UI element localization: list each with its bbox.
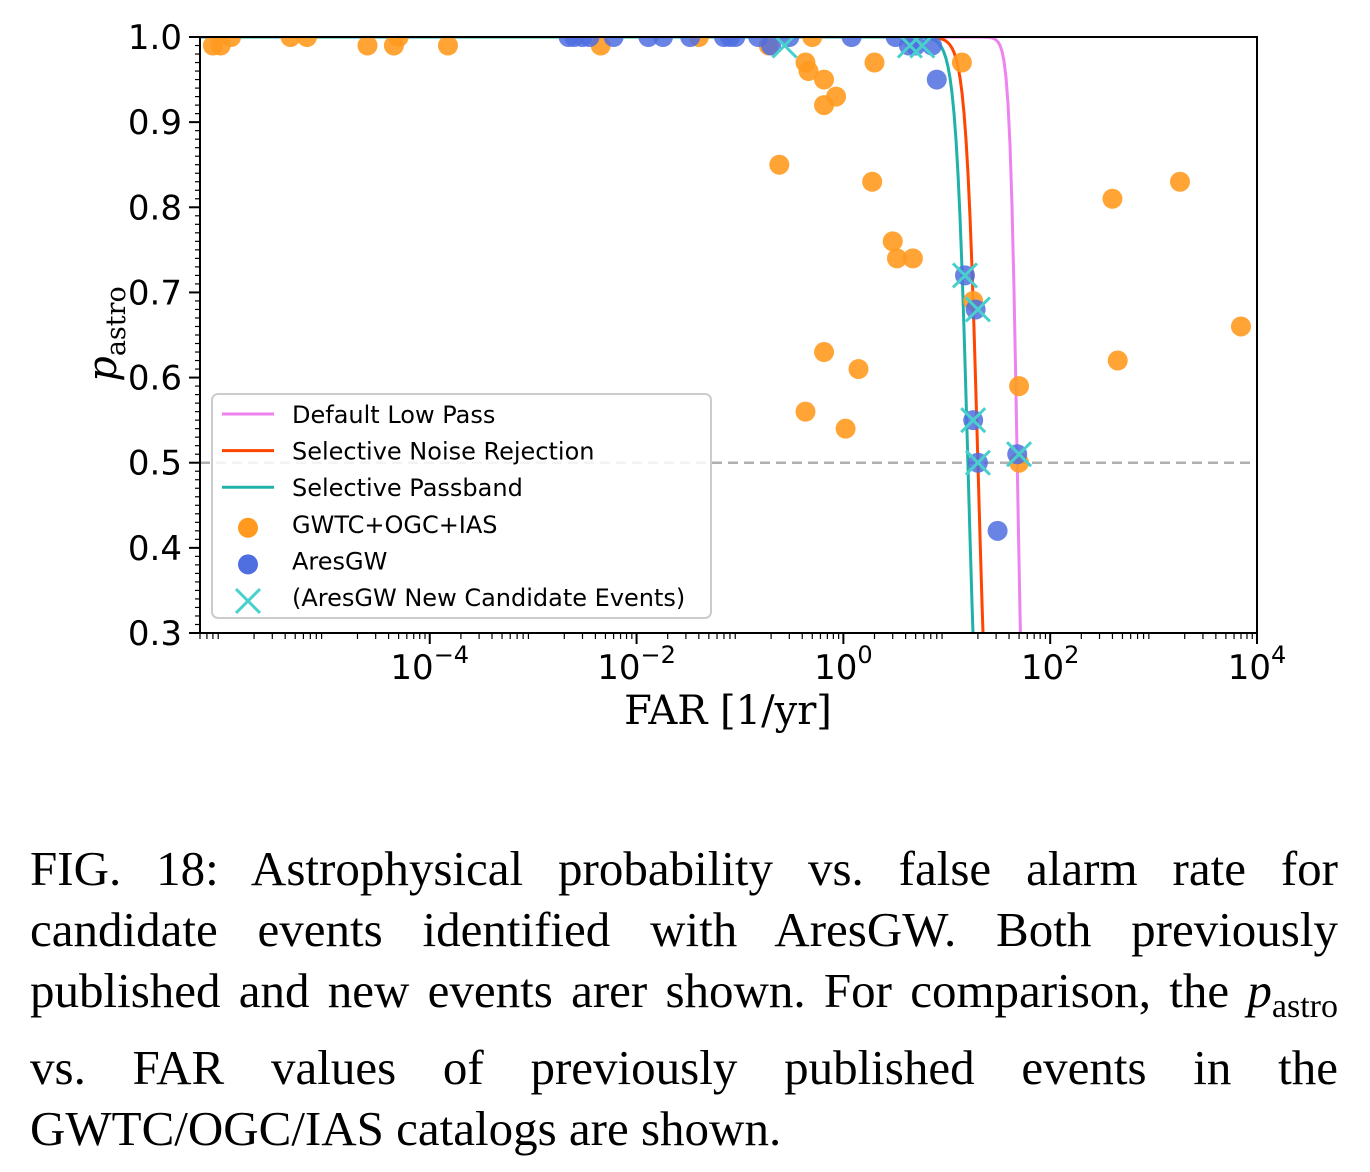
point-gwtc-25 [951, 52, 972, 73]
svg-text:pastro: pastro [80, 286, 132, 382]
point-aresgw-6 [652, 37, 673, 47]
point-gwtc-27 [795, 401, 816, 422]
point-aresgw-4 [603, 37, 624, 47]
point-gwtc-14 [802, 37, 823, 47]
point-aresgw-24 [987, 520, 1008, 541]
x-tick-exp-4: 4 [1271, 641, 1286, 669]
x-tick-exp-1: −2 [641, 641, 676, 669]
point-gwtc-17 [826, 86, 847, 107]
point-gwtc-8 [437, 37, 458, 56]
point-gwtc-4 [297, 37, 317, 47]
point-aresgw-18 [922, 37, 943, 56]
point-gwtc-33 [1102, 188, 1123, 209]
caption-text-1: FIG. 18: Astrophysical probability vs. f… [30, 841, 1338, 1018]
x-tick-base-3: 10 [1021, 648, 1064, 688]
legend: Default Low Pass Selective Noise Rejectio… [211, 393, 712, 619]
y-axis-label-main: p [80, 356, 126, 382]
points-layer [202, 37, 1251, 541]
legend-label-4: AresGW [292, 547, 387, 575]
point-gwtc-23 [902, 248, 923, 269]
legend-label-0: Default Low Pass [292, 401, 495, 429]
point-gwtc-5 [357, 37, 378, 56]
point-gwtc-34 [1107, 350, 1128, 371]
x-tick-label-4: 104 [1228, 641, 1287, 688]
point-gwtc-26 [814, 342, 835, 363]
x-tick-exp-3: 2 [1064, 641, 1079, 669]
point-gwtc-20 [862, 171, 883, 192]
y-tick-label-5: 0.8 [128, 188, 182, 228]
legend-frame [211, 393, 712, 619]
point-aresgw-14 [841, 37, 862, 47]
x-tick-base-0: 10 [390, 648, 433, 688]
y-tick-label-1: 0.4 [128, 529, 182, 569]
caption-math-main: p [1247, 963, 1272, 1018]
legend-swatch-5 [234, 587, 262, 615]
x-tick-label-3: 102 [1021, 641, 1080, 688]
point-new_candidates-7 [1005, 441, 1033, 468]
x-tick-exp-0: −4 [434, 641, 469, 669]
legend-swatch-4 [238, 554, 258, 575]
point-aresgw-19 [926, 69, 947, 90]
x-tick-base-4: 10 [1228, 648, 1271, 688]
legend-label-5: (AresGW New Candidate Events) [292, 584, 685, 612]
legend-swatch-3 [238, 517, 258, 538]
point-gwtc-21 [882, 231, 903, 252]
point-gwtc-7 [388, 37, 409, 47]
x-tick-base-1: 10 [597, 648, 640, 688]
y-tick-label-0: 0.3 [128, 614, 182, 654]
point-aresgw-7 [680, 37, 701, 47]
point-aresgw-3 [579, 37, 600, 47]
y-tick-label-3: 0.6 [128, 359, 182, 399]
x-tick-label-0: 10−4 [390, 641, 469, 688]
y-tick-label-6: 0.9 [128, 103, 182, 143]
x-tick-label-2: 100 [814, 641, 873, 688]
x-tick-exp-2: 0 [857, 641, 872, 669]
x-tick-base-2: 10 [814, 648, 857, 688]
legend-label-3: GWTC+OGC+IAS [292, 511, 498, 539]
caption-text-2: vs. FAR values of previously published e… [30, 1040, 1338, 1156]
point-aresgw-10 [725, 37, 746, 47]
point-aresgw-21 [965, 299, 986, 320]
point-gwtc-18 [769, 154, 790, 175]
point-gwtc-15 [814, 69, 835, 90]
legend-label-2: Selective Passband [292, 474, 523, 502]
y-tick-label-2: 0.5 [128, 444, 182, 484]
pastro-vs-far-chart: 0.30.40.50.60.70.80.91.0 10−4 10−2 100 102 1… [80, 18, 1287, 734]
caption-math-sub: astro [1271, 988, 1338, 1025]
point-aresgw-12 [761, 37, 782, 56]
point-gwtc-2 [221, 37, 242, 47]
point-new_candidates-6 [964, 449, 991, 476]
legend-label-1: Selective Noise Rejection [292, 438, 594, 466]
x-tick-label-1: 10−2 [597, 641, 676, 688]
point-new_candidates-4 [964, 296, 991, 323]
point-gwtc-22 [886, 248, 907, 269]
point-gwtc-13 [798, 61, 819, 82]
point-gwtc-35 [1169, 171, 1190, 192]
y-tick-label-4: 0.7 [128, 273, 182, 313]
figure-caption: FIG. 18: Astrophysical probability vs. f… [30, 838, 1338, 1159]
point-gwtc-28 [848, 359, 869, 380]
point-gwtc-32 [1009, 376, 1030, 397]
x-axis-label: FAR [1/yr] [624, 688, 832, 734]
point-gwtc-19 [864, 52, 885, 73]
y-axis: 0.3 0.4 0.5 0.6 0.7 0.8 0.9 1.0 [128, 18, 200, 654]
point-gwtc-29 [835, 418, 856, 439]
point-gwtc-3 [280, 37, 301, 47]
y-axis-label-sub: astro [101, 286, 132, 356]
point-new_candidates-5 [960, 407, 987, 434]
point-new_candidates-3 [951, 262, 979, 289]
point-aresgw-17 [905, 37, 926, 56]
x-axis: 10−4 10−2 100 102 104 [199, 633, 1287, 688]
point-gwtc-36 [1230, 316, 1251, 337]
y-tick-label-7: 1.0 [128, 18, 182, 58]
y-axis-label: pastro [80, 286, 132, 382]
